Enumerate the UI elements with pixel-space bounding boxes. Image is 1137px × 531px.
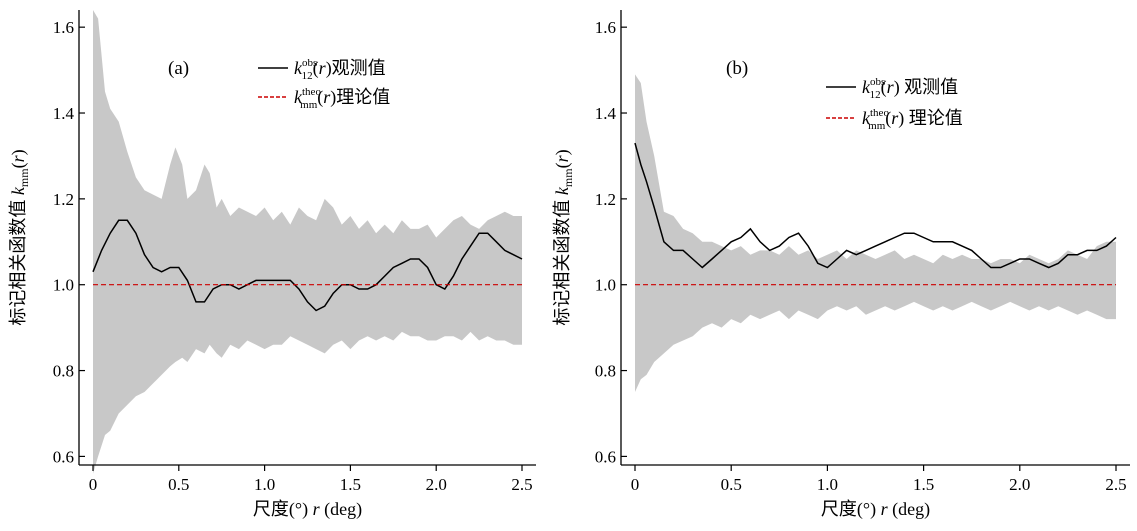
x-axis-title: 尺度(°) r (deg) bbox=[253, 499, 362, 520]
y-tick-label: 1.4 bbox=[595, 104, 617, 123]
legend-var: k bbox=[862, 77, 871, 97]
legend-paren: ( bbox=[881, 77, 887, 98]
legend-sub: 12 bbox=[870, 89, 881, 101]
legend-sup: theo bbox=[870, 107, 889, 119]
legend-var: k bbox=[862, 108, 871, 128]
legend-arg: r bbox=[319, 58, 327, 78]
y-tick-label: 0.6 bbox=[53, 447, 74, 466]
x-axis-title-text: 尺度(°) bbox=[253, 499, 313, 520]
panel-label: (a) bbox=[168, 58, 189, 79]
series-line-observed bbox=[92, 219, 523, 312]
y-axis-title-sub: mm bbox=[17, 168, 31, 187]
y-tick-label: 1.6 bbox=[53, 18, 74, 37]
panel-a: 0.6 0.8 1.0 1.2 1.4 1.6 0 0.5 1.0 1.5 2.0 2.5 尺度(°) … bbox=[8, 10, 536, 520]
y-axis-title-paren: ( bbox=[552, 162, 573, 168]
x-axis-title-var: r bbox=[881, 499, 889, 519]
y-axis-title-sub: mm bbox=[561, 168, 575, 187]
legend-entry-observed: kobs 12(r) 观测值 bbox=[862, 76, 958, 101]
legend-arg: r bbox=[887, 77, 895, 97]
x-tick-label: 1.5 bbox=[913, 475, 934, 494]
x-tick-label: 2.0 bbox=[426, 475, 447, 494]
legend-arg: r bbox=[323, 87, 331, 107]
legend-sub: mm bbox=[868, 120, 886, 132]
y-axis-title-arg: r bbox=[8, 154, 28, 162]
legend-sub: mm bbox=[300, 99, 318, 111]
y-axis-title-text: 标记相关函数值 bbox=[552, 195, 572, 326]
x-tick-label: 0 bbox=[89, 475, 98, 494]
y-tick-label: 1.0 bbox=[595, 276, 616, 295]
legend-sup: obs bbox=[302, 57, 317, 69]
x-tick-label: 0 bbox=[631, 475, 640, 494]
legend-sub: 12 bbox=[302, 70, 313, 82]
y-tick-label: 1.2 bbox=[595, 190, 616, 209]
series-line-observed bbox=[634, 142, 1117, 269]
legend-label: )观测值 bbox=[326, 58, 386, 79]
y-tick-label: 1.4 bbox=[53, 104, 75, 123]
x-tick-label: 1.0 bbox=[817, 475, 838, 494]
panel-b: 0.6 0.8 1.0 1.2 1.4 1.6 0 0.5 1.0 1.5 2.0 2.5 尺度(°) … bbox=[552, 10, 1130, 520]
y-axis-title-var: k bbox=[8, 186, 28, 195]
x-tick-label: 0.5 bbox=[168, 475, 189, 494]
x-axis-title: 尺度(°) r (deg) bbox=[821, 499, 930, 520]
legend-label: )理论值 bbox=[330, 87, 390, 108]
legend-label: ) 观测值 bbox=[894, 77, 959, 98]
legend-paren: ( bbox=[885, 108, 891, 129]
x-axis-title-text: 尺度(°) bbox=[821, 499, 881, 520]
y-tick-label: 1.0 bbox=[53, 276, 74, 295]
x-tick-label: 2.0 bbox=[1009, 475, 1030, 494]
legend-paren: ( bbox=[313, 58, 319, 79]
envelope-band bbox=[93, 10, 522, 474]
legend-entry-theoretical: ktheo mm(r) 理论值 bbox=[862, 107, 963, 132]
legend-var: k bbox=[294, 58, 303, 78]
y-axis-title-text: 标记相关函数值 bbox=[8, 195, 28, 326]
x-tick-label: 2.5 bbox=[511, 475, 532, 494]
y-axis-title-paren: ) bbox=[552, 149, 573, 155]
y-axis-title-paren: ) bbox=[8, 149, 29, 155]
y-axis-title-var: k bbox=[552, 186, 572, 195]
x-tick-label: 0.5 bbox=[721, 475, 742, 494]
x-axis-title-unit: (deg) bbox=[888, 499, 930, 520]
x-tick-label: 1.0 bbox=[254, 475, 275, 494]
legend-label: ) 理论值 bbox=[898, 108, 963, 129]
x-tick-label: 2.5 bbox=[1105, 475, 1126, 494]
y-tick-label: 1.6 bbox=[595, 18, 616, 37]
legend-var: k bbox=[294, 87, 303, 107]
legend-sup: obs bbox=[870, 76, 885, 88]
y-axis-title-paren: ( bbox=[8, 162, 29, 168]
legend-entry-observed: kobs 12(r)观测值 bbox=[294, 57, 386, 82]
x-axis-title-var: r bbox=[313, 499, 321, 519]
y-tick-label: 0.6 bbox=[595, 447, 616, 466]
y-tick-label: 1.2 bbox=[53, 190, 74, 209]
legend-paren: ( bbox=[317, 87, 323, 108]
y-axis-title: 标记相关函数值 kmm(r) bbox=[552, 149, 575, 325]
y-tick-label: 0.8 bbox=[595, 362, 616, 381]
x-tick-label: 1.5 bbox=[340, 475, 361, 494]
envelope-band bbox=[635, 74, 1116, 393]
y-axis-title: 标记相关函数值 kmm(r) bbox=[8, 149, 31, 325]
legend-entry-theoretical: ktheo mm(r)理论值 bbox=[294, 86, 390, 111]
panel-label: (b) bbox=[726, 58, 748, 79]
legend-sup: theo bbox=[302, 86, 321, 98]
legend-arg: r bbox=[891, 108, 899, 128]
x-axis-title-unit: (deg) bbox=[320, 499, 362, 520]
y-tick-label: 0.8 bbox=[53, 362, 74, 381]
y-axis-title-arg: r bbox=[552, 154, 572, 162]
